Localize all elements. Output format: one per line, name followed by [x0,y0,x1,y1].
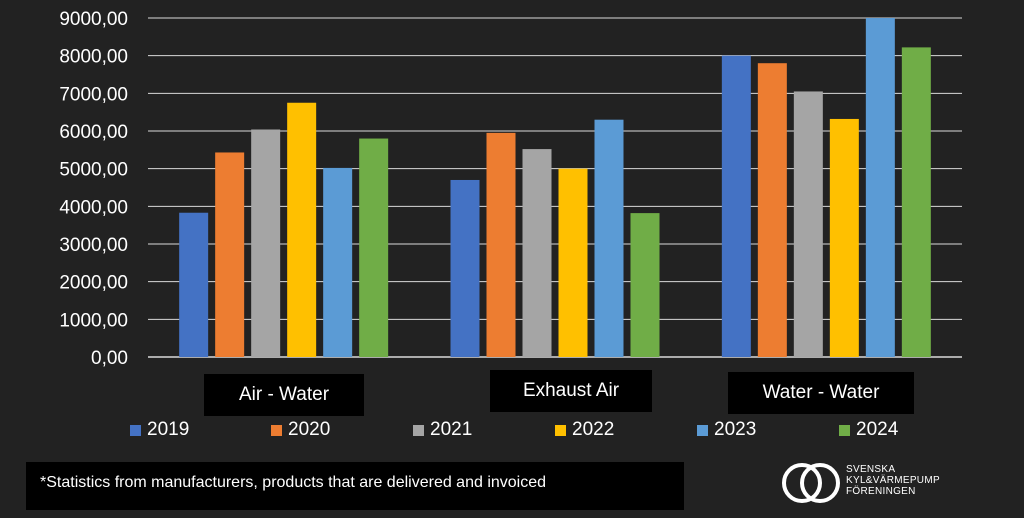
category-label-water-water: Water - Water [728,372,914,414]
logo-line-1: SVENSKA [846,464,896,475]
legend-swatch-2019 [130,424,141,436]
bar-2021-air-water [251,129,281,357]
bar-chart: 0,00 1000,00 2000,00 3000,00 4000,00 5000,00 6… [59,9,962,369]
category-label-exhaust-air: Exhaust Air [490,370,652,412]
logo-line-2: KYL&VÄRMEPUMP [846,475,940,486]
footnote: *Statistics from manufacturers, products… [26,462,684,510]
bar-2020-exhaust-air [486,132,516,357]
legend-swatch-2021 [413,424,424,436]
bar-2019-air-water [179,212,209,357]
legend-item-2022: 2022 [555,419,614,441]
logo-text: SVENSKA KYL&VÄRMEPUMP FÖRENINGEN [846,464,940,497]
y-tick-label: 7000,00 [59,84,128,105]
bar-2023-air-water [323,167,353,357]
logo-rings-icon [782,463,840,503]
y-tick-label: 3000,00 [59,235,128,256]
legend-label-2022: 2022 [572,419,615,440]
y-tick-label: 1000,00 [59,310,128,331]
bar-2023-water-water [865,18,895,357]
legend: 2019 2020 2021 2022 2023 2024 [0,419,1024,443]
y-tick-label: 5000,00 [59,160,128,181]
legend-item-2020: 2020 [271,419,330,441]
bar-2022-air-water [287,102,317,357]
bar-2021-exhaust-air [522,149,552,357]
legend-label-2024: 2024 [856,419,899,440]
legend-label-2020: 2020 [288,419,331,440]
bar-2021-water-water [793,91,823,357]
logo-line-3: FÖRENINGEN [846,486,916,497]
y-tick-label: 8000,00 [59,47,128,68]
legend-label-2023: 2023 [714,419,757,440]
bar-2020-air-water [215,152,245,357]
legend-item-2023: 2023 [697,419,756,441]
bar-2024-water-water [901,47,931,357]
legend-swatch-2024 [839,424,850,436]
bar-2022-exhaust-air [558,168,588,357]
y-tick-label: 2000,00 [59,273,128,294]
bar-2019-water-water [721,55,751,358]
y-tick-label: 0,00 [91,348,128,369]
bar-2022-water-water [829,118,859,358]
legend-swatch-2020 [271,424,282,436]
y-tick-label: 4000,00 [59,197,128,218]
legend-swatch-2023 [697,424,708,436]
logo: SVENSKA KYL&VÄRMEPUMP FÖRENINGEN [780,458,980,508]
bar-2019-exhaust-air [450,179,480,357]
y-tick-label: 9000,00 [59,9,128,30]
legend-label-2021: 2021 [430,419,473,440]
legend-item-2024: 2024 [839,419,898,441]
category-label-air-water: Air - Water [204,374,364,416]
legend-item-2021: 2021 [413,419,472,441]
legend-swatch-2022 [555,424,566,436]
bar-2024-exhaust-air [630,213,660,357]
y-tick-label: 6000,00 [59,122,128,143]
bar-2023-exhaust-air [594,119,624,357]
legend-label-2019: 2019 [147,419,190,440]
bar-2024-air-water [359,138,389,357]
bar-2020-water-water [757,63,787,357]
legend-item-2019: 2019 [130,419,189,441]
